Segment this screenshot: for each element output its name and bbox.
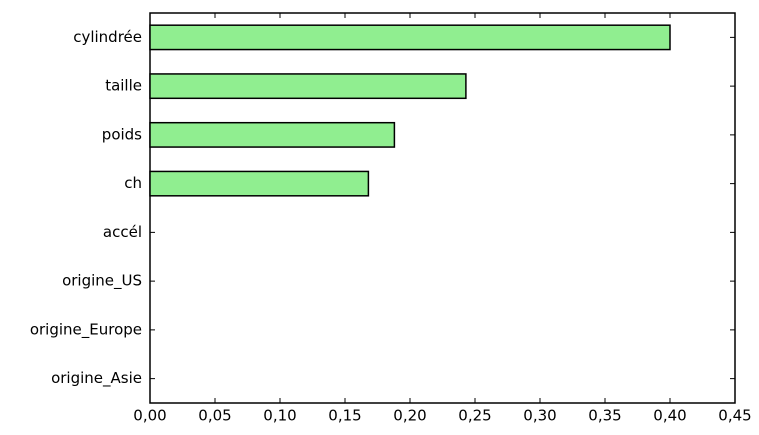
bar [149,73,467,100]
x-tick-label: 0,30 [523,407,556,425]
y-tick-label: accél [103,223,142,241]
x-tick-label: 0,25 [458,407,491,425]
x-tick-label: 0,20 [393,407,426,425]
x-tick-label: 0,40 [653,407,686,425]
x-tick-label: 0,05 [198,407,231,425]
y-tick-label: origine_Asie [51,369,142,388]
x-tick-label: 0,15 [328,407,361,425]
bar [149,24,671,51]
plot-frame [149,12,736,404]
x-tick-label: 0,45 [718,407,751,425]
y-tick-label: origine_Europe [30,320,142,339]
y-tick-label: cylindrée [73,28,142,46]
y-tick-label: taille [105,77,142,95]
x-tick-label: 0,10 [263,407,296,425]
bar [149,121,396,148]
y-tick-label: ch [124,174,142,192]
x-tick-label: 0,35 [588,407,621,425]
x-tick-label: 0,00 [133,407,166,425]
y-tick-label: poids [102,125,142,143]
y-tick-label: origine_US [62,272,142,291]
bar [149,170,370,197]
